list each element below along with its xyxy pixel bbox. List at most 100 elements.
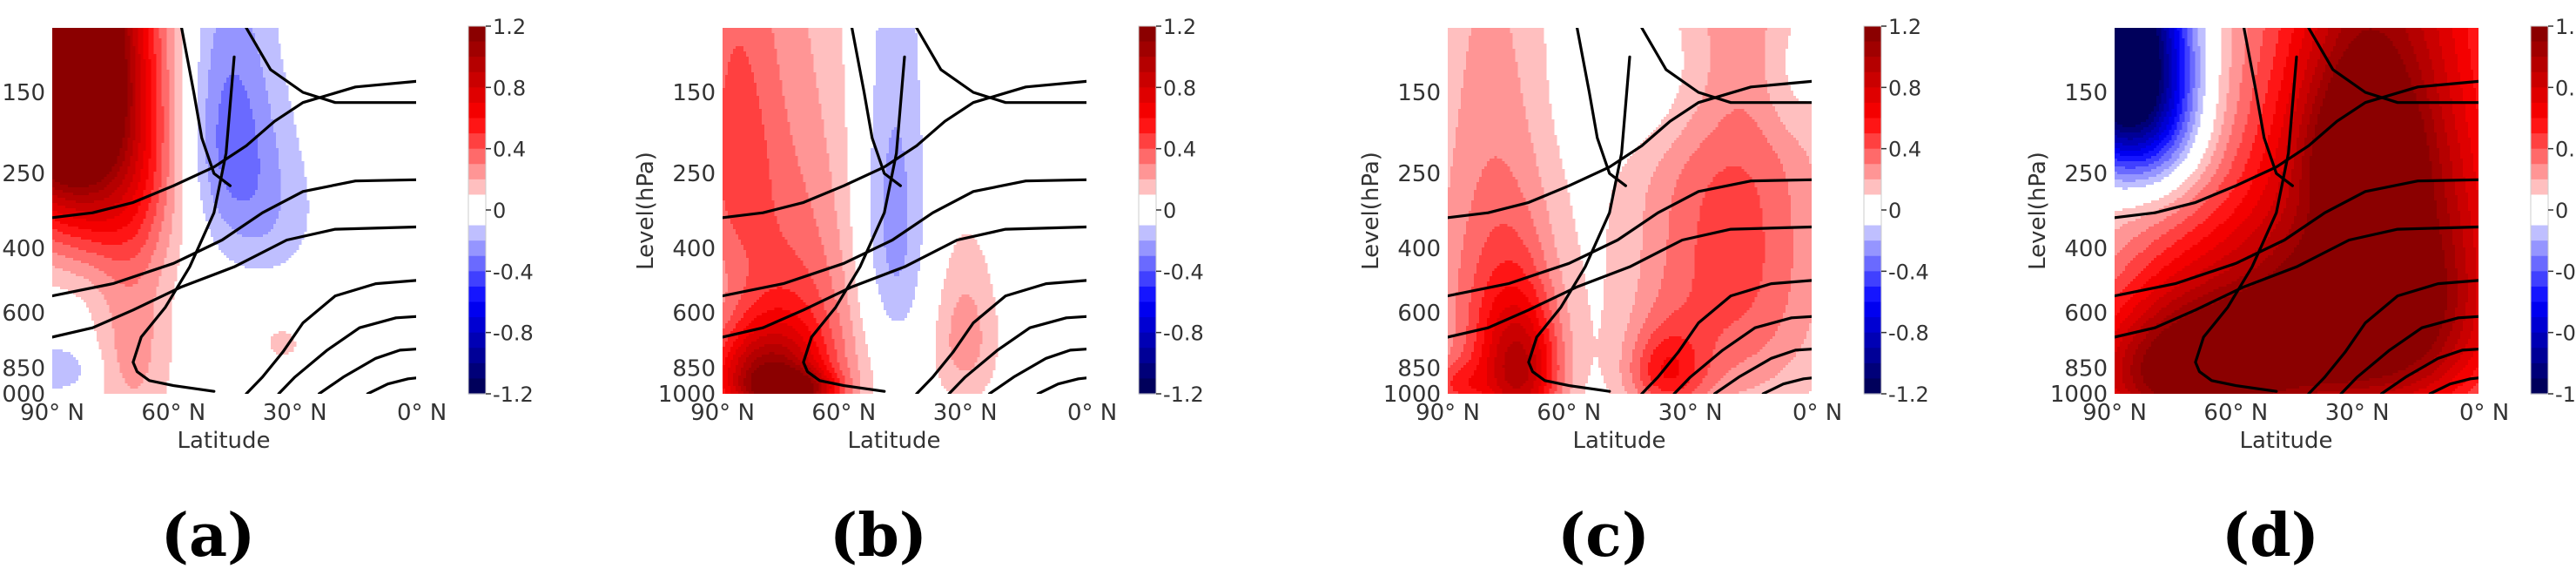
y-tick-label: 850 [2,355,45,382]
colorbar-segment [468,301,486,318]
colorbar-segment [1139,194,1156,211]
colorbar-segment [2531,118,2548,134]
colorbar-segment [1139,148,1156,165]
colorbar-tick-label: 1.2 [1163,15,1196,39]
contour-line [2115,79,2478,220]
colorbar-tick-label: -0.4 [1888,260,1929,284]
colorbar-segment [1864,362,1881,380]
contour-line [1448,79,1812,220]
contour-line [2428,376,2478,394]
x-tick-label: 60° N [811,400,876,426]
contour-line [2307,28,2478,105]
colorbar-segment [1139,225,1156,241]
x-axis-label: Latitude [847,428,940,454]
contour-line [1527,55,1631,393]
x-tick-label: 30° N [1658,400,1723,426]
contour-line [2307,279,2478,394]
colorbar: 1.2 0.8 0.4 0 -0.4 -0.8 -1.2 [467,15,534,407]
contour-line [245,279,416,394]
contour-line [245,28,416,105]
y-tick-label: 150 [672,80,716,106]
contour-line [131,55,236,393]
contour-lines [52,28,416,394]
colorbar-segment [1139,133,1156,150]
colorbar-segment [2531,210,2548,227]
colorbar-segment [1864,179,1881,196]
contour-line [850,28,903,187]
colorbar-segment [468,271,486,288]
colorbar-segment [1139,286,1156,303]
y-tick-label: 1000 [658,382,716,408]
colorbar-tick-label: 1.2 [1888,15,1921,39]
contour-line [180,28,232,187]
colorbar-segment [1864,102,1881,119]
colorbar-segment [468,225,486,241]
colorbar-segment [2531,71,2548,88]
colorbar-segment [468,71,486,88]
colorbar-segment [2531,255,2548,272]
y-tick-label: 600 [2,301,45,327]
contour-line [915,279,1086,394]
colorbar-segment [1864,148,1881,165]
colorbar-segment [1864,71,1881,88]
colorbar-tick-label: 0.4 [2555,138,2576,162]
field-fill [2115,28,2478,394]
contour-line [52,225,416,339]
colorbar-segment [1139,317,1156,334]
y-tick-label: 400 [2,236,45,262]
contour-line [1672,315,1812,394]
colorbar-tick-label: 0.8 [2555,76,2576,100]
colorbar-tick-label: 0.8 [1888,76,1921,100]
colorbar-segment [1864,133,1881,150]
colorbar-segment [468,87,486,104]
colorbar-segment [1864,317,1881,334]
x-tick-label: 30° N [933,400,998,426]
colorbar-segment [1139,378,1156,395]
contour-line [366,376,416,394]
colorbar-segment [2531,348,2548,364]
contour-line [2243,28,2294,187]
contour-line [1575,28,1628,187]
y-tick-label: 150 [2,80,45,106]
y-tick-label: 250 [1397,161,1441,187]
colorbar-segment [1139,71,1156,88]
contour-line [52,79,416,220]
x-tick-label: 90° N [2082,400,2147,426]
colorbar-segment [1139,210,1156,227]
contour-line [723,79,1086,220]
y-axis-label: Level(hPa) [1358,152,1384,270]
colorbar-segment [2531,332,2548,349]
colorbar-tick-label: -1.2 [1163,382,1204,407]
contour-line [1448,178,1812,298]
colorbar-tick-label: 0.4 [1163,138,1196,162]
contour-lines [2115,28,2478,394]
colorbar-segment [2531,286,2548,303]
contour-line [1712,348,1812,394]
colorbar-tick-label: 1.2 [2555,15,2576,39]
panel-label: (a) [161,501,255,571]
panel-label-text: (d) [2222,501,2319,571]
panel-label-text: (c) [1557,501,1650,571]
colorbar-tick-label: 0 [1163,199,1176,223]
colorbar-tick-label: 1.2 [493,15,526,39]
colorbar-tick-label: -0.8 [493,321,534,346]
colorbar-segment [2531,41,2548,58]
contour-line [1640,279,1812,394]
colorbar-segment [1864,26,1881,43]
contour-line [277,315,416,394]
colorbar-segment [1139,102,1156,119]
colorbar-segment [1139,271,1156,288]
colorbar-segment [1864,118,1881,134]
y-tick-label: 250 [672,161,716,187]
panel-label: (d) [2222,501,2319,571]
colorbar: 1.2 0.8 0.4 0 -0.4 -0.8 -1.2 [1863,15,1929,407]
colorbar-segment [2531,148,2548,165]
contour-line [52,178,416,298]
colorbar-segment [1139,87,1156,104]
panel-label-text: (a) [161,501,255,571]
x-axis-label: Latitude [177,428,270,454]
colorbar-segment [468,348,486,364]
y-tick-label: 1000 [2050,382,2108,408]
